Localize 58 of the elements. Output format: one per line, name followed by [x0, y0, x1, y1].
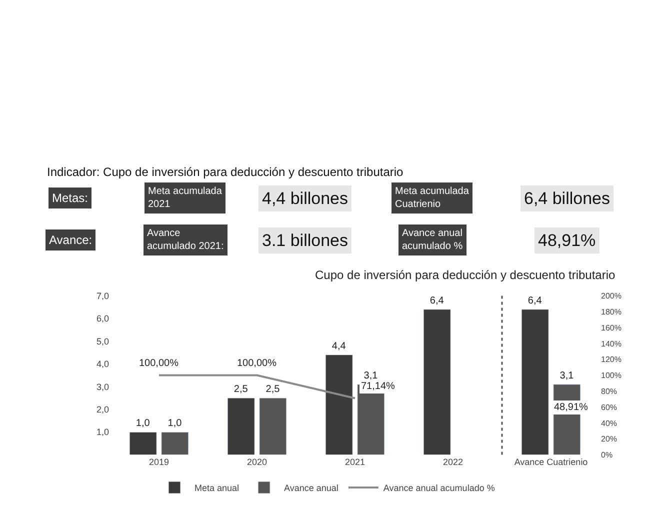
text: 4,4 billones	[262, 189, 348, 208]
y-tick-label: 3,0	[96, 382, 109, 392]
data-label: 2,5	[266, 384, 280, 395]
data-label: 4,4	[332, 340, 346, 352]
bar	[325, 354, 353, 455]
data-label: 100,00%	[139, 358, 179, 369]
text: 6,4 billones	[524, 189, 610, 208]
data-label: 2,5	[234, 384, 248, 395]
annotation: 48,91%	[554, 402, 588, 413]
data-label: 1,0	[136, 418, 150, 430]
data-label: 3,1	[364, 370, 378, 382]
x-tick-label: 2022	[442, 456, 464, 467]
bar	[161, 432, 189, 455]
text: Meta acumulada 2021	[148, 186, 222, 210]
text: Avance:	[49, 233, 92, 247]
y2-tick-label: 40%	[601, 418, 618, 428]
data-label: 6,4	[528, 295, 542, 306]
data-label: 3,1	[560, 370, 574, 382]
y2-tick-label: 0%	[601, 450, 613, 460]
x-tick-label: 2021	[344, 456, 366, 467]
x-tick-label: 2019	[148, 456, 170, 467]
y-tick-label: 2,0	[96, 404, 109, 414]
y-tick-label: 1,0	[96, 427, 109, 438]
text: 48,91%	[538, 231, 596, 250]
text: Avance acumulado 2021:	[147, 228, 224, 252]
data-label: 1,0	[168, 418, 182, 430]
text: Indicador: Cupo de inversión para deducción y descuento tributario	[47, 165, 404, 179]
data-label: 6,4	[430, 295, 444, 306]
text: Metas:	[52, 191, 88, 205]
y-tick-label: 4,0	[96, 359, 109, 370]
y2-tick-label: 180%	[601, 307, 622, 316]
text: 3.1 billones	[262, 231, 348, 250]
y2-tick-label: 140%	[601, 339, 622, 348]
legend-label: Avance anual	[284, 483, 338, 494]
x-tick-label: Avance Cuatrienio	[514, 456, 588, 467]
data-label: 100,00%	[237, 358, 277, 369]
y2-tick-label: 120%	[601, 355, 622, 364]
text: Meta acumulada Cuatrienio	[395, 186, 470, 210]
bar	[227, 398, 255, 455]
y-tick-label: 5,0	[96, 336, 109, 346]
text: Avance anual acumulado %	[402, 228, 463, 252]
y2-tick-label: 20%	[601, 434, 618, 444]
x-tick-label: 2020	[246, 456, 268, 467]
y2-tick-label: 200%	[601, 292, 622, 301]
y-tick-label: 6,0	[96, 314, 109, 324]
legend-label: Meta anual	[194, 483, 240, 494]
bar	[259, 398, 287, 455]
y2-tick-label: 100%	[601, 371, 622, 380]
y2-tick-label: 160%	[601, 323, 622, 332]
y-tick-label: 7,0	[96, 290, 109, 301]
data-label: 71,14%	[361, 381, 396, 392]
y2-tick-label: 80%	[601, 386, 618, 396]
chart-title: Cupo de inversión para deducción y descuento tributario	[315, 268, 616, 282]
bar	[521, 309, 549, 455]
legend-label: Avance anual acumulado %	[383, 483, 495, 494]
bar	[129, 432, 157, 455]
bar	[423, 309, 451, 455]
y2-tick-label: 60%	[601, 402, 618, 412]
